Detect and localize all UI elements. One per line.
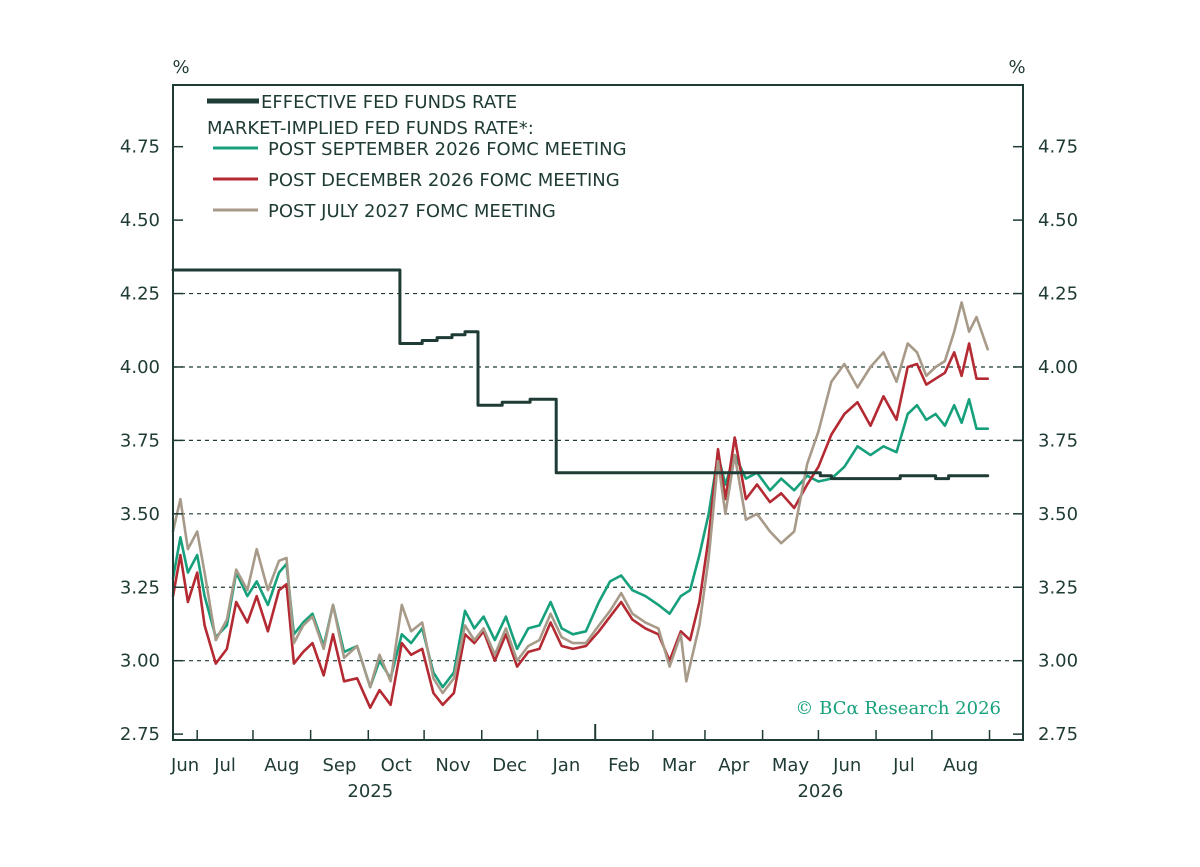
x-tick-label: Aug: [264, 755, 299, 776]
x-tick-label: Jun: [832, 755, 861, 776]
x-tick-label: Dec: [492, 755, 527, 776]
y-tick-label-left: 3.00: [120, 651, 160, 672]
y-tick-label-left: 4.00: [120, 357, 160, 378]
x-tick-label: Jun: [170, 755, 199, 776]
legend-label-sep2026: POST SEPTEMBER 2026 FOMC MEETING: [268, 139, 627, 160]
x-tick-label: Jan: [552, 755, 581, 776]
x-tick-label: Sep: [322, 755, 356, 776]
y-tick-label-right: 4.50: [1038, 210, 1078, 231]
legend-label-effective: EFFECTIVE FED FUNDS RATE: [261, 92, 517, 113]
legend: MARKET-IMPLIED FED FUNDS RATE*: EFFECTIV…: [207, 92, 627, 222]
y-tick-label-right: 3.00: [1038, 651, 1078, 672]
y-tick-label-right: 4.25: [1038, 284, 1078, 305]
y-tick-label-right: 3.25: [1038, 577, 1078, 598]
y-tick-label-right: 3.75: [1038, 430, 1078, 451]
y-axis-unit-right: %: [1008, 57, 1025, 78]
y-tick-label-left: 4.75: [120, 137, 160, 158]
source-credit: © BCα Research 2026: [795, 698, 1001, 719]
x-tick-label: Apr: [718, 755, 750, 776]
series-line-dec2026: [171, 342, 989, 709]
x-tick-label: May: [772, 755, 810, 776]
y-axis-unit-left: %: [172, 57, 189, 78]
legend-label-jul2027: POST JULY 2027 FOMC MEETING: [268, 201, 556, 222]
x-tick-label: Jul: [213, 755, 236, 776]
series-line-jul2027: [171, 301, 989, 695]
gridlines: [173, 292, 1023, 662]
series-line-effective: [171, 268, 990, 481]
legend-label-dec2026: POST DECEMBER 2026 FOMC MEETING: [268, 170, 620, 191]
y-tick-label-right: 3.50: [1038, 504, 1078, 525]
x-year-label: 2025: [347, 781, 393, 802]
y-tick-label-left: 3.25: [120, 577, 160, 598]
y-tick-label-right: 4.75: [1038, 137, 1078, 158]
x-year-label: 2026: [797, 781, 843, 802]
x-tick-label: Nov: [435, 755, 470, 776]
x-tick-label: Mar: [662, 755, 697, 776]
x-tick-label: Aug: [943, 755, 978, 776]
y-tick-label-left: 4.25: [120, 284, 160, 305]
x-tick-label: Feb: [608, 755, 640, 776]
legend-header: MARKET-IMPLIED FED FUNDS RATE*:: [207, 118, 534, 139]
x-tick-label: Oct: [381, 755, 412, 776]
y-tick-label-right: 4.00: [1038, 357, 1078, 378]
y-tick-label-left: 4.50: [120, 210, 160, 231]
x-tick-label: Jul: [892, 755, 915, 776]
y-tick-label-left: 3.50: [120, 504, 160, 525]
y-tick-label-left: 3.75: [120, 430, 160, 451]
series-lines: [171, 268, 990, 709]
plot-frame: [172, 84, 1024, 741]
axes: % % 2.75 2.75 3.00 3.00 3.25 3.25 3.50 3.50 3.75…: [120, 57, 1078, 802]
y-tick-label-left: 2.75: [120, 724, 160, 745]
y-tick-label-right: 2.75: [1038, 724, 1078, 745]
